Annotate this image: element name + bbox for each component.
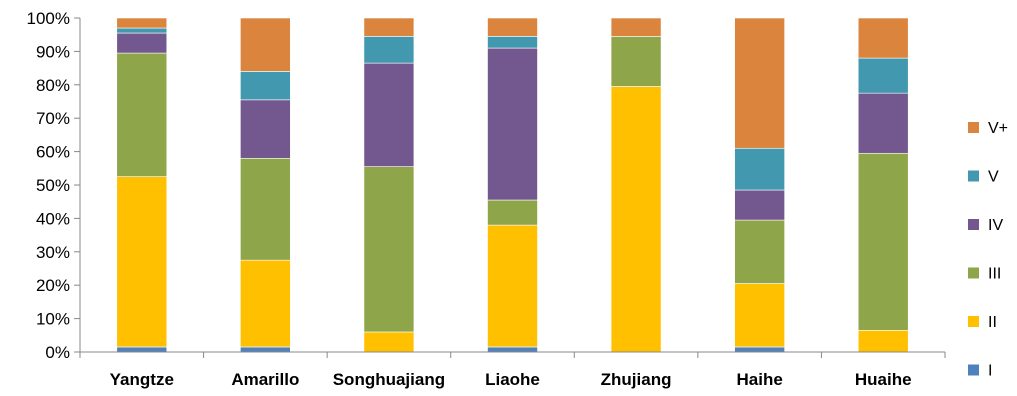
- bar-segment-vplus: [734, 17, 785, 149]
- bar-segment-v: [857, 57, 909, 94]
- y-tick-label: 60%: [36, 143, 70, 162]
- bar-segment-v: [363, 36, 415, 64]
- y-tick-label: 70%: [36, 109, 70, 128]
- legend-swatch: [968, 170, 979, 182]
- bar-segment-i: [116, 346, 168, 353]
- legend-swatch: [968, 316, 979, 327]
- y-tick-label: 30%: [36, 243, 70, 262]
- legend-label: II: [988, 314, 997, 331]
- bar-segment-i: [734, 346, 785, 353]
- bar-segment-iv: [857, 92, 909, 154]
- bar-segment-iv: [240, 99, 291, 159]
- x-category-label: Amarillo: [231, 370, 299, 389]
- bar-segment-v: [116, 27, 168, 34]
- legend-label: IV: [988, 217, 1003, 234]
- legend-label: III: [988, 266, 1001, 283]
- bar-segment-vplus: [857, 17, 909, 59]
- bar-segment-v: [487, 36, 538, 49]
- bar-segment-iii: [734, 219, 785, 284]
- y-tick-label: 40%: [36, 209, 70, 228]
- y-tick-label: 20%: [36, 276, 70, 295]
- legend-label: I: [988, 363, 992, 380]
- bar-segment-v: [240, 71, 291, 101]
- legend-label: V+: [988, 120, 1008, 137]
- legend-swatch: [968, 364, 979, 376]
- bar-segment-v: [734, 147, 785, 191]
- bar-segment-iv: [734, 189, 785, 221]
- x-category-label: Songhuajiang: [333, 370, 445, 389]
- bar-segment-vplus: [240, 17, 291, 72]
- legend-swatch: [968, 267, 979, 279]
- bars: [116, 17, 909, 353]
- bar-segment-vplus: [487, 17, 538, 37]
- x-axis: Yangtze Amarillo Songhuajiang Liaohe Zhujian…: [79, 351, 946, 389]
- x-category-label: Yangtze: [110, 370, 174, 389]
- bar-segment-vplus: [363, 17, 415, 37]
- bar-segment-ii: [610, 86, 662, 353]
- x-category-label: Haihe: [736, 370, 782, 389]
- bar-segment-i: [487, 346, 538, 353]
- x-category-label: Huaihe: [855, 370, 912, 389]
- bar-segment-iii: [610, 36, 662, 87]
- bar-segment-iii: [240, 157, 291, 261]
- bar-segment-iii: [487, 199, 538, 226]
- y-tick-label: 100%: [27, 9, 70, 28]
- bar-segment-ii: [240, 259, 291, 348]
- bar-segment-i: [240, 346, 291, 353]
- bar-segment-iv: [116, 32, 168, 54]
- bar-segment-iii: [116, 52, 168, 177]
- bar-segment-ii: [116, 176, 168, 348]
- bar-segment-ii: [363, 331, 415, 353]
- bar-segment-iv: [487, 47, 538, 201]
- y-tick-label: 80%: [36, 76, 70, 95]
- x-category-label: Liaohe: [485, 370, 540, 389]
- y-tick-label: 90%: [36, 42, 70, 61]
- legend-swatch: [968, 219, 979, 230]
- bar-segment-iv: [363, 62, 415, 167]
- bar-segment-ii: [734, 283, 785, 348]
- y-tick-label: 0%: [45, 343, 70, 362]
- bar-segment-vplus: [116, 17, 168, 29]
- legend-label: V: [988, 169, 999, 186]
- bar-segment-vplus: [610, 17, 662, 37]
- y-axis: 0% 10% 20% 30% 40% 50% 60% 70% 80% 90% 100%: [27, 9, 81, 362]
- x-category-label: Zhujiang: [601, 370, 672, 389]
- legend-swatch: [968, 122, 979, 133]
- bar-segment-ii: [487, 224, 538, 348]
- y-tick-label: 10%: [36, 310, 70, 329]
- y-tick-label: 50%: [36, 176, 70, 195]
- bar-segment-iii: [363, 166, 415, 333]
- bar-segment-iii: [857, 152, 909, 331]
- bar-segment-ii: [857, 329, 909, 353]
